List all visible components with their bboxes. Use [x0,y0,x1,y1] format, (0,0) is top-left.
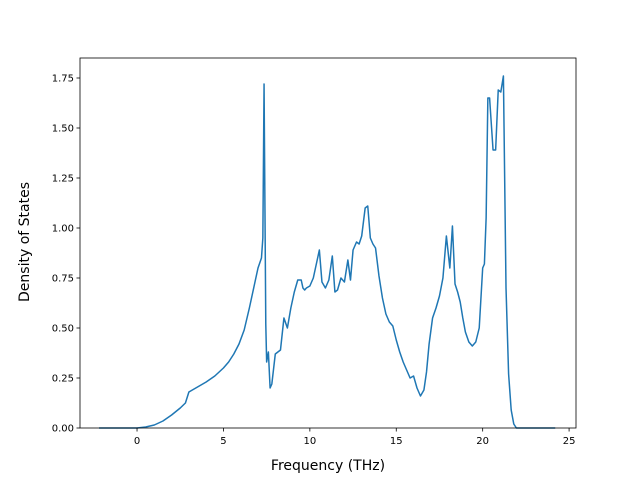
x-tick-label: 15 [390,436,403,447]
y-tick-label: 1.00 [52,224,74,235]
y-tick-label: 1.25 [52,174,74,185]
y-axis-title: Density of States [17,182,33,302]
series-line-0 [99,75,556,429]
x-tick-label: 0 [134,436,140,447]
x-tick-label: 10 [303,436,316,447]
y-tick-label: 1.50 [52,124,74,135]
x-tick-label: 20 [476,436,489,447]
y-tick-label: 0.75 [52,274,74,285]
x-axis: 0 5 10 15 20 25 [134,428,576,447]
x-tick-label: 5 [220,436,226,447]
x-tick-label: 25 [563,436,576,447]
y-tick-label: 0.50 [52,324,74,335]
y-tick-label: 0.25 [52,374,74,385]
plot-frame [79,57,577,429]
x-axis-title: Frequency (THz) [271,458,385,474]
y-tick-label: 1.75 [52,74,74,85]
y-tick-label: 0.00 [52,424,74,435]
y-axis: 0.00 0.25 0.50 0.75 1.00 1.25 1.50 1.75 [52,74,80,435]
plot-area [79,57,577,429]
